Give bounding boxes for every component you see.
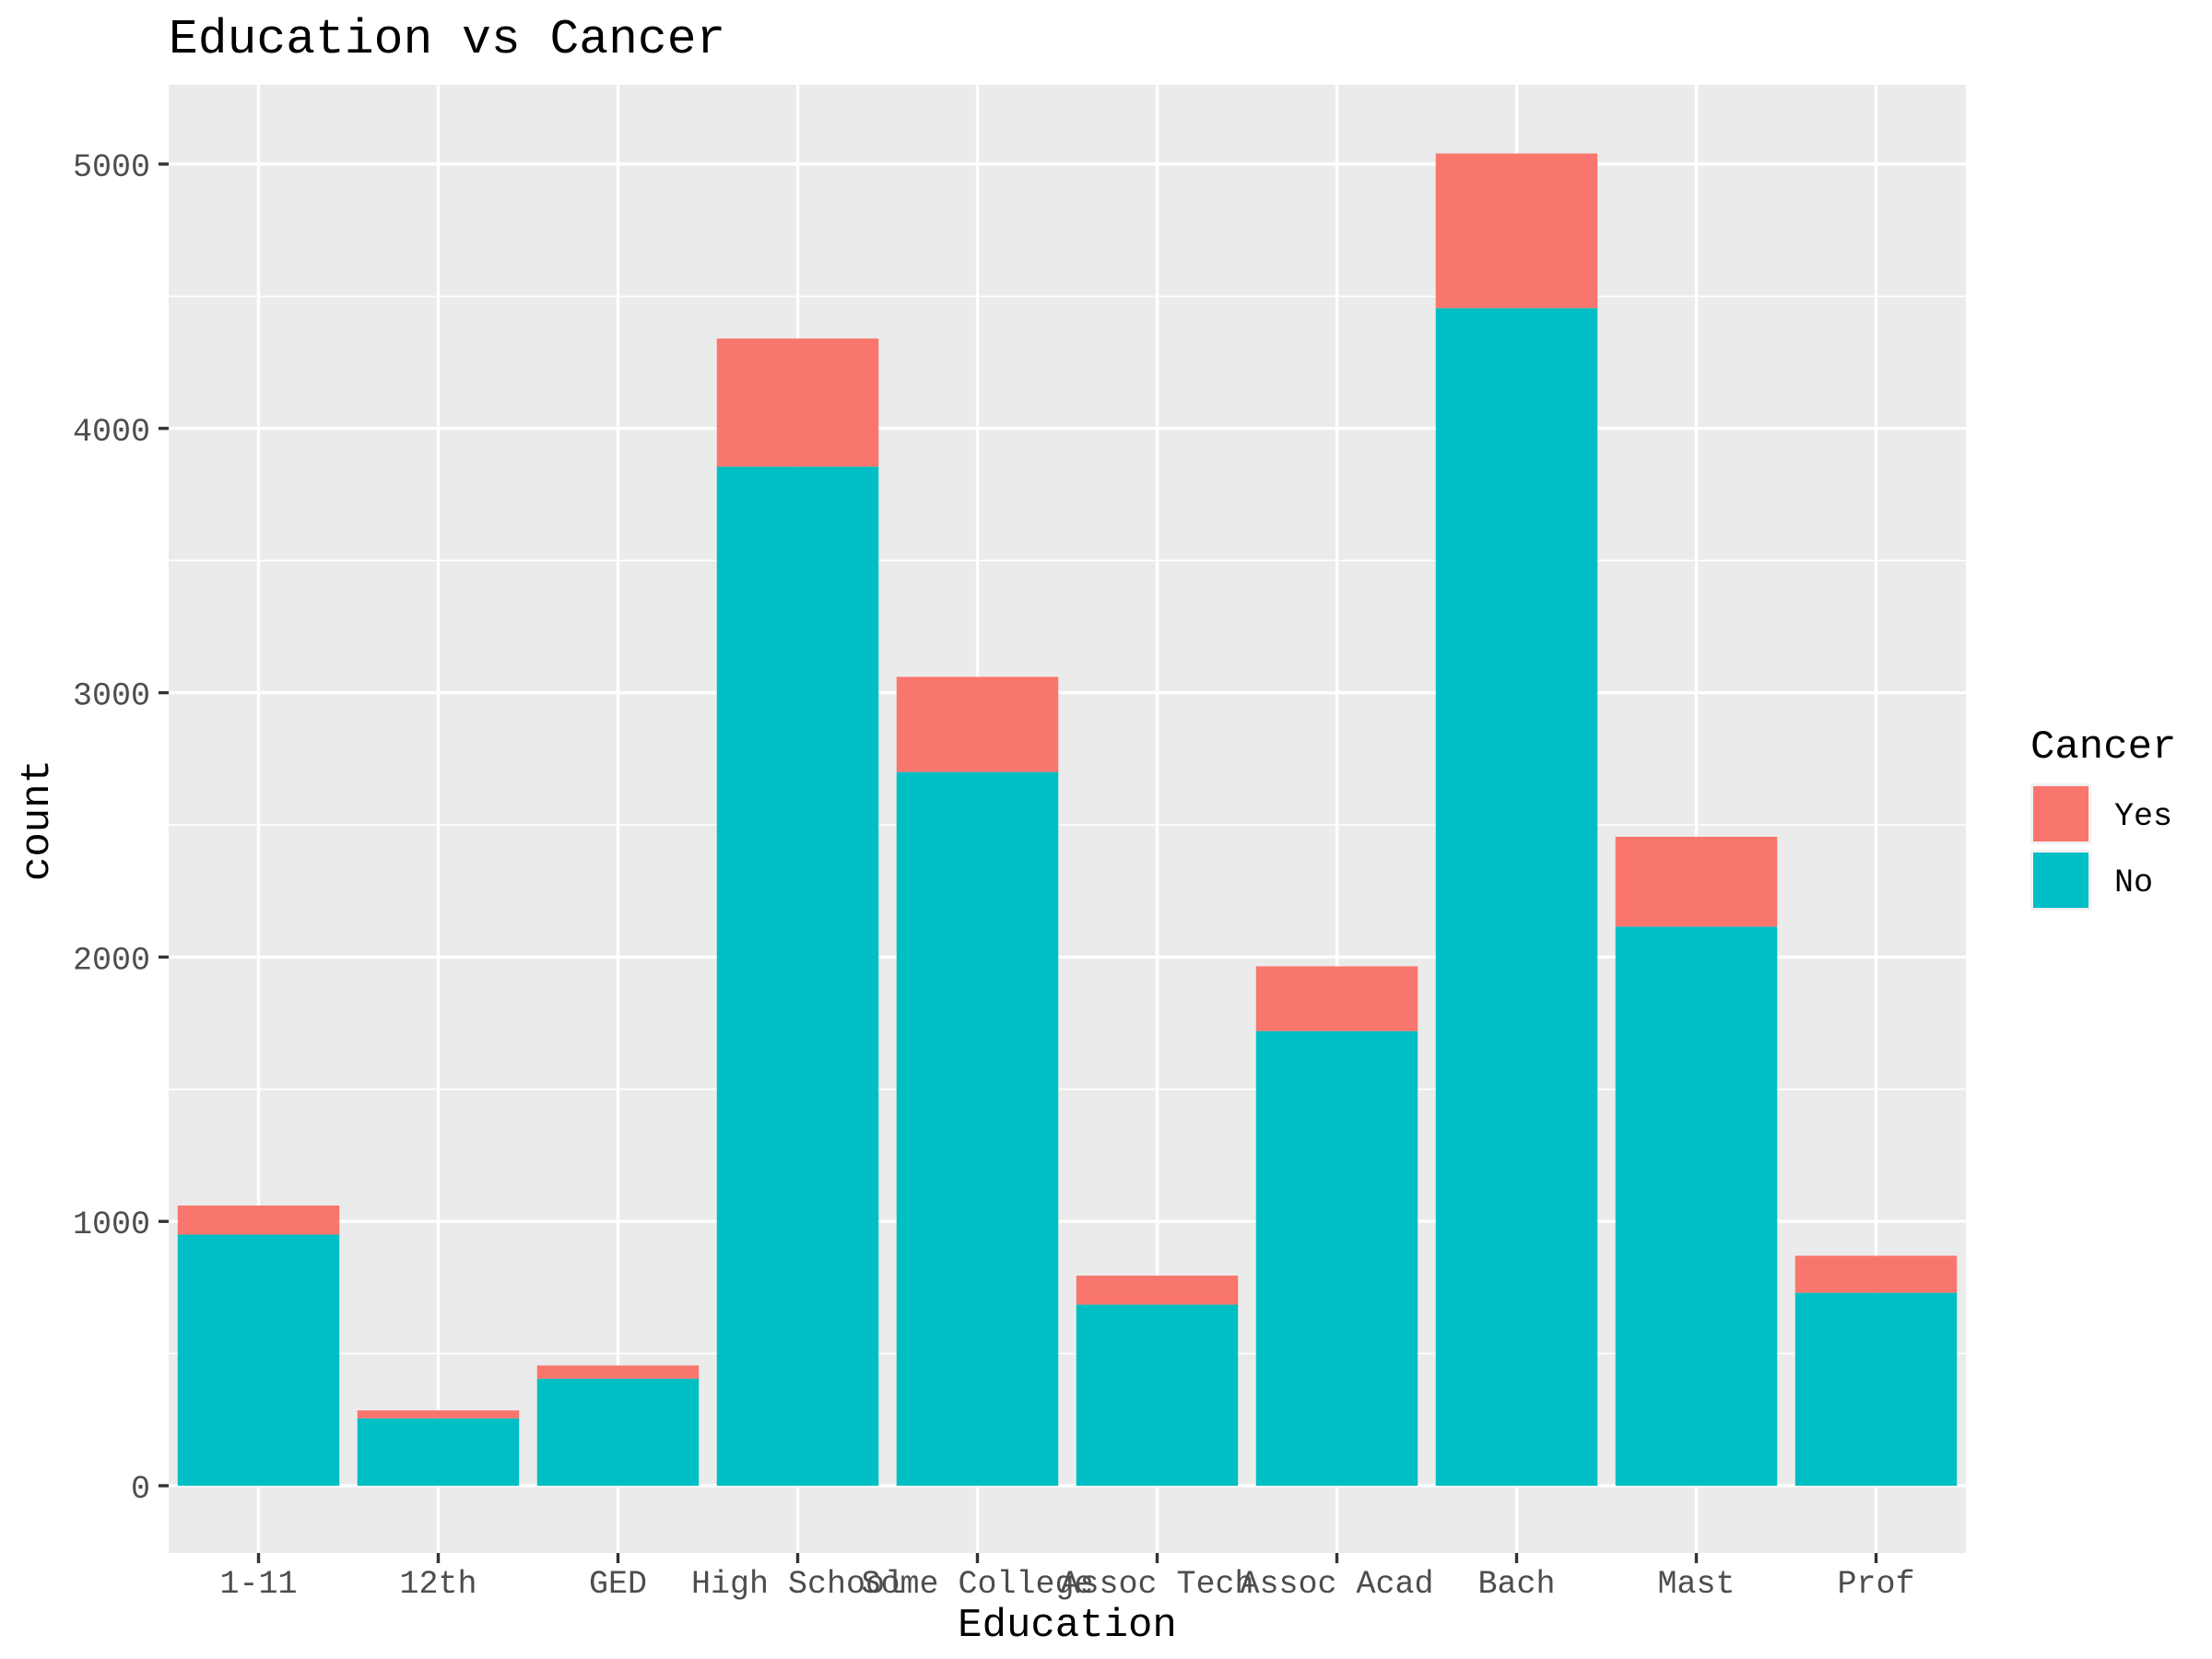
bar-segment-yes: [896, 677, 1059, 772]
legend-label-no: No: [2114, 865, 2153, 901]
bar-segment-no: [1794, 1292, 1958, 1486]
x-tick-label: Mast: [1657, 1566, 1735, 1603]
y-axis-title: count: [15, 759, 61, 881]
bar-segment-yes: [536, 1365, 700, 1379]
y-axis: 0 1000 2000 3000 4000 5000: [73, 149, 169, 1508]
bar-segment-yes: [177, 1205, 340, 1235]
bar-segment-yes: [716, 338, 879, 467]
x-tick-label: Bach: [1477, 1566, 1555, 1603]
bar-segment-no: [1435, 308, 1598, 1486]
bar-segment-yes: [1794, 1255, 1958, 1293]
bar-segment-yes: [1076, 1275, 1239, 1305]
x-tick-label: Assoc Tech: [1060, 1566, 1253, 1603]
legend-key-yes: [2033, 786, 2088, 841]
y-tick-label: 5000: [73, 149, 150, 186]
x-tick-label: 12th: [399, 1566, 477, 1603]
y-tick-label: 2000: [73, 942, 150, 979]
x-tick-label: Assoc Acad: [1240, 1566, 1433, 1603]
bar-segment-yes: [357, 1410, 520, 1418]
bar-segment-no: [896, 771, 1059, 1486]
bar-segment-yes: [1435, 153, 1598, 309]
bar-segment-no: [536, 1378, 700, 1486]
bar-segment-no: [1615, 926, 1778, 1486]
chart-title: Education vs Cancer: [169, 12, 725, 67]
y-tick-label: 1000: [73, 1206, 150, 1243]
legend: Cancer Yes No: [2030, 724, 2176, 911]
bar-segment-no: [1076, 1304, 1239, 1486]
legend-title: Cancer: [2030, 724, 2176, 771]
bars: [177, 153, 1958, 1486]
bar-segment-yes: [1615, 836, 1778, 927]
x-tick-label: Some College: [861, 1566, 1093, 1603]
bar-segment-no: [716, 466, 879, 1486]
y-tick-label: 3000: [73, 678, 150, 715]
y-tick-label: 0: [131, 1471, 150, 1508]
bar-segment-no: [1255, 1030, 1418, 1486]
legend-label-yes: Yes: [2114, 798, 2172, 835]
bar-segment-yes: [1255, 966, 1418, 1031]
x-tick-label: Prof: [1837, 1566, 1914, 1603]
y-tick-label: 4000: [73, 414, 150, 451]
x-tick-label: GED: [589, 1566, 647, 1603]
legend-key-no: [2033, 853, 2088, 908]
x-axis-title: Education: [958, 1603, 1177, 1649]
x-tick-label: 1-11: [219, 1566, 297, 1603]
bar-segment-no: [357, 1418, 520, 1486]
x-tick-label: High School: [691, 1566, 904, 1603]
bar-segment-no: [177, 1234, 340, 1486]
